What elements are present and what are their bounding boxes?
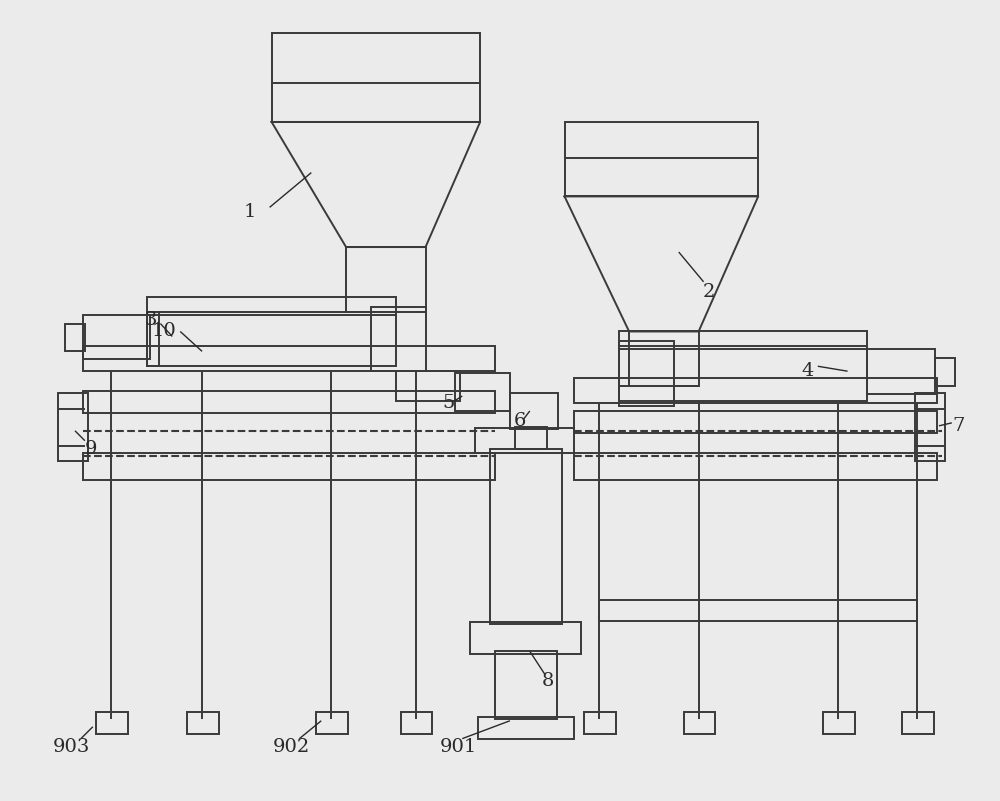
- Bar: [58, 393, 88, 461]
- Text: 10: 10: [152, 323, 177, 340]
- Bar: [935, 358, 955, 386]
- Bar: [565, 122, 758, 196]
- Text: 901: 901: [440, 738, 477, 755]
- Bar: [455, 373, 510, 411]
- Bar: [346, 247, 426, 312]
- Bar: [510, 393, 558, 429]
- Bar: [371, 307, 426, 371]
- Bar: [902, 712, 934, 734]
- Bar: [584, 712, 616, 734]
- Text: 902: 902: [273, 738, 310, 755]
- Text: 9: 9: [85, 440, 97, 457]
- Text: 1: 1: [244, 203, 256, 221]
- Bar: [599, 600, 917, 622]
- Bar: [915, 393, 945, 461]
- Bar: [823, 712, 855, 734]
- Text: 5: 5: [442, 394, 455, 412]
- Bar: [574, 453, 937, 481]
- Text: 7: 7: [953, 417, 965, 435]
- Bar: [83, 453, 495, 481]
- Bar: [475, 428, 574, 453]
- Text: 903: 903: [52, 738, 90, 755]
- Bar: [83, 391, 495, 413]
- Text: 4: 4: [802, 362, 814, 380]
- Bar: [396, 371, 460, 401]
- Text: 6: 6: [514, 412, 526, 430]
- Bar: [96, 712, 128, 734]
- Text: 8: 8: [541, 672, 554, 690]
- Bar: [316, 712, 348, 734]
- Bar: [83, 346, 495, 371]
- Text: 3: 3: [144, 311, 157, 328]
- Bar: [490, 449, 562, 625]
- Bar: [574, 378, 937, 403]
- Bar: [515, 427, 547, 449]
- Bar: [272, 33, 480, 122]
- Bar: [147, 312, 159, 366]
- Bar: [495, 651, 557, 718]
- Bar: [187, 712, 219, 734]
- Bar: [574, 411, 937, 433]
- Bar: [619, 332, 867, 349]
- Bar: [147, 312, 396, 366]
- Bar: [619, 346, 867, 401]
- Bar: [867, 349, 935, 394]
- Bar: [401, 712, 432, 734]
- Bar: [684, 712, 715, 734]
- Bar: [619, 341, 674, 406]
- Bar: [629, 332, 699, 386]
- Bar: [83, 315, 150, 360]
- Bar: [478, 717, 574, 739]
- Bar: [470, 622, 581, 654]
- Bar: [147, 296, 396, 315]
- Bar: [65, 324, 85, 352]
- Text: 2: 2: [702, 283, 715, 300]
